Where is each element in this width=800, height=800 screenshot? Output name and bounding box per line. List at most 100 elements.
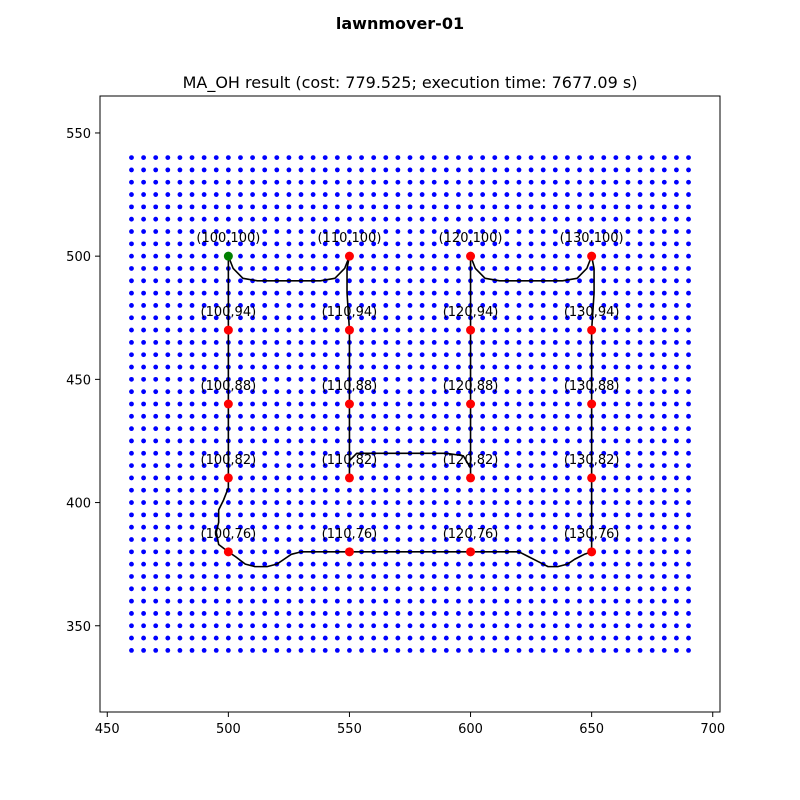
grid-point — [528, 500, 534, 505]
grid-point — [395, 438, 401, 444]
grid-point — [395, 561, 401, 567]
grid-point — [528, 179, 534, 185]
grid-point — [322, 290, 328, 296]
grid-point — [686, 524, 691, 530]
waypoint-marker — [587, 399, 597, 409]
grid-point — [686, 352, 691, 358]
grid-point — [625, 450, 631, 456]
grid-point — [129, 512, 134, 518]
grid-point — [286, 512, 292, 518]
grid-point — [649, 574, 655, 579]
grid-point — [504, 401, 510, 407]
grid-point — [262, 561, 268, 567]
grid-point — [674, 155, 679, 161]
grid-point — [589, 574, 595, 579]
grid-point — [262, 537, 268, 542]
grid-point — [686, 487, 691, 493]
grid-point — [371, 401, 377, 407]
grid-point — [395, 648, 401, 653]
grid-point — [213, 179, 219, 185]
grid-point — [674, 290, 679, 296]
grid-point — [431, 524, 437, 530]
grid-point — [359, 500, 364, 505]
grid-point — [661, 192, 667, 197]
grid-point — [407, 512, 413, 518]
grid-point — [238, 512, 243, 518]
grid-point — [141, 376, 146, 382]
grid-point — [649, 537, 655, 542]
grid-point — [601, 413, 607, 419]
grid-point — [686, 192, 691, 197]
grid-point — [456, 192, 461, 197]
grid-point — [347, 241, 352, 247]
grid-point — [613, 340, 619, 345]
x-tick-label: 650 — [579, 722, 604, 737]
grid-point — [637, 179, 643, 185]
grid-point — [686, 426, 691, 432]
grid-point — [141, 623, 146, 629]
grid-point — [213, 216, 219, 222]
grid-point — [504, 241, 510, 247]
grid-point — [165, 413, 171, 419]
grid-point — [322, 561, 328, 567]
grid-point — [177, 537, 183, 542]
grid-point — [189, 327, 195, 333]
grid-point — [674, 648, 679, 653]
grid-point — [383, 401, 389, 407]
grid-point — [540, 167, 546, 173]
grid-point — [177, 487, 183, 493]
waypoint-label: (120,100) — [439, 231, 503, 246]
grid-point — [359, 241, 364, 247]
grid-point — [649, 413, 655, 419]
grid-point — [238, 315, 243, 321]
grid-point — [649, 586, 655, 592]
grid-point — [395, 364, 401, 370]
grid-point — [262, 463, 268, 468]
grid-point — [153, 303, 159, 308]
grid-point — [274, 450, 280, 456]
grid-point — [274, 401, 280, 407]
grid-point — [649, 512, 655, 518]
grid-point — [565, 426, 570, 432]
grid-point — [674, 413, 679, 419]
grid-point — [456, 401, 461, 407]
grid-point — [419, 389, 425, 395]
waypoint-marker — [466, 251, 476, 261]
grid-point — [250, 216, 255, 222]
grid-point — [492, 303, 498, 308]
grid-point — [238, 352, 243, 358]
grid-point — [456, 179, 461, 185]
grid-point — [201, 487, 207, 493]
grid-point — [649, 315, 655, 321]
grid-point — [613, 389, 619, 395]
grid-point — [395, 290, 401, 296]
grid-point — [540, 586, 546, 592]
grid-point — [250, 229, 255, 234]
grid-point — [383, 253, 389, 259]
grid-point — [613, 315, 619, 321]
grid-point — [262, 303, 268, 308]
grid-point — [213, 278, 219, 284]
grid-point — [153, 216, 159, 222]
grid-point — [213, 266, 219, 271]
grid-point — [201, 253, 207, 259]
grid-point — [480, 598, 486, 604]
grid-point — [383, 352, 389, 358]
grid-point — [419, 340, 425, 345]
grid-point — [480, 450, 486, 456]
grid-point — [528, 487, 534, 493]
grid-point — [661, 648, 667, 653]
grid-point — [359, 315, 364, 321]
grid-point — [395, 524, 401, 530]
grid-point — [334, 598, 340, 604]
grid-point — [201, 611, 207, 616]
grid-point — [504, 512, 510, 518]
y-tick-label: 550 — [66, 127, 91, 142]
grid-point — [383, 598, 389, 604]
grid-point — [516, 635, 522, 641]
grid-point — [177, 438, 183, 444]
grid-point — [310, 611, 316, 616]
grid-point — [431, 327, 437, 333]
grid-point — [274, 438, 280, 444]
grid-point — [492, 413, 498, 419]
